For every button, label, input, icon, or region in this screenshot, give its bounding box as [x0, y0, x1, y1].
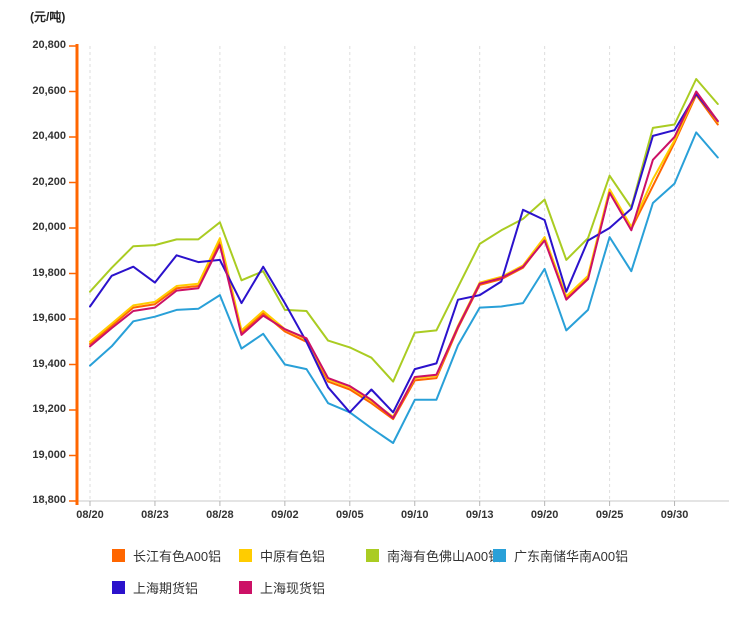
legend-item-长江有色A00铝: 长江有色A00铝 [112, 546, 239, 565]
series-line-3-广东南储华南A00铝 [89, 131, 719, 444]
x-tick-label-08/20: 08/20 [76, 509, 104, 521]
legend-label-中原有色铝: 中原有色铝 [260, 549, 326, 564]
y-axis-unit-label: (元/吨) [30, 10, 66, 24]
y-tick-label-19600: 19,600 [32, 312, 66, 324]
legend-item-上海期货铝: 上海期货铝 [112, 578, 239, 597]
x-tick-label-09/10: 09/10 [400, 509, 429, 521]
y-tick-label-19800: 19,800 [32, 266, 66, 279]
legend-label-长江有色A00铝: 长江有色A00铝 [133, 549, 222, 564]
legend-swatch-长江有色A00铝 [112, 549, 125, 562]
x-tick-label-09/13: 09/13 [465, 509, 494, 521]
x-tick-label-09/20: 09/20 [530, 509, 559, 521]
series-line-2-南海有色佛山A00铝 [89, 78, 719, 383]
legend-item-南海有色佛山A00铝: 南海有色佛山A00铝 [366, 546, 501, 565]
y-tick-label-20200: 20,200 [32, 175, 66, 188]
y-axis-line [75, 44, 79, 505]
y-tick-label-20600: 20,600 [32, 84, 66, 97]
legend-item-上海现货铝: 上海现货铝 [239, 578, 325, 597]
x-tick-label-09/02: 09/02 [271, 509, 299, 521]
legend-label-广东南储华南A00铝: 广东南储华南A00铝 [514, 549, 629, 564]
legend-row-2: 上海期货铝 上海现货铝 [112, 578, 722, 597]
legend-swatch-南海有色佛山A00铝 [366, 549, 379, 562]
series-line-4-上海期货铝 [89, 92, 719, 414]
legend-item-广东南储华南A00铝: 广东南储华南A00铝 [493, 546, 628, 565]
series-line-5-上海现货铝 [89, 90, 719, 419]
y-tick-label-18800: 18,800 [32, 494, 66, 506]
legend-swatch-中原有色铝 [239, 549, 252, 562]
y-tick-label-20400: 20,400 [32, 130, 66, 142]
x-tick-label-09/05: 09/05 [336, 509, 364, 521]
legend-row-1: 长江有色A00铝 中原有色铝 南海有色佛山A00铝 广东南储华南A00铝 [112, 546, 722, 565]
legend-label-上海期货铝: 上海期货铝 [133, 581, 199, 596]
legend-swatch-上海现货铝 [239, 581, 252, 594]
y-tick-label-19000: 19,000 [32, 448, 66, 461]
y-tick-label-20000: 20,000 [32, 221, 66, 233]
x-tick-label-09/25: 09/25 [595, 509, 624, 521]
series-line-1-中原有色铝 [89, 91, 719, 418]
y-tick-label-20800: 20,800 [32, 39, 66, 51]
y-tick-label-19400: 19,400 [32, 357, 66, 370]
legend-item-中原有色铝: 中原有色铝 [239, 546, 366, 565]
legend-label-南海有色佛山A00铝: 南海有色佛山A00铝 [387, 549, 502, 564]
legend-swatch-上海期货铝 [112, 581, 125, 594]
x-tick-label-08/28: 08/28 [206, 509, 234, 521]
y-tick-label-19200: 19,200 [32, 403, 66, 415]
legend-swatch-广东南储华南A00铝 [493, 549, 506, 562]
x-tick-label-09/30: 09/30 [660, 509, 689, 521]
x-tick-label-08/23: 08/23 [141, 509, 169, 521]
line-chart [69, 44, 729, 506]
chart-legend: 长江有色A00铝 中原有色铝 南海有色佛山A00铝 广东南储华南A00铝 上海期货铝 上海… [112, 546, 722, 610]
legend-label-上海现货铝: 上海现货铝 [260, 581, 326, 596]
